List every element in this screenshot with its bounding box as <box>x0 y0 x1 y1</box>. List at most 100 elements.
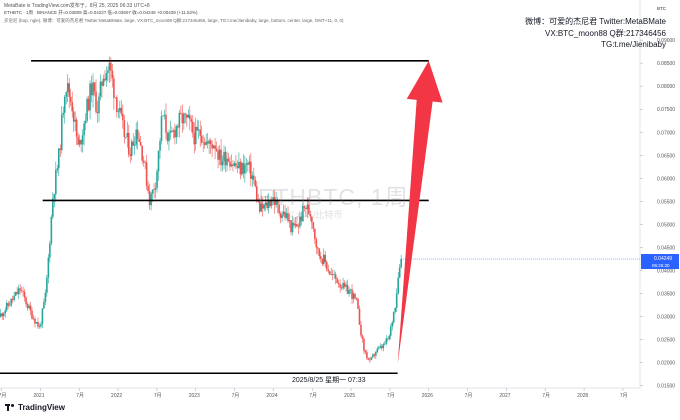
overlay-contact-weibo: 微博：可爱的杰尼君 Twitter:MetaBMate <box>525 17 666 26</box>
candle-body <box>107 70 109 74</box>
candle-body <box>52 198 54 217</box>
candle-body <box>38 326 41 327</box>
candle-body <box>86 98 88 121</box>
candle-body <box>272 197 274 201</box>
candle-body <box>25 297 27 305</box>
candle-body <box>69 96 72 102</box>
candle-body <box>104 78 106 81</box>
candle-body <box>184 113 187 115</box>
candle-body <box>122 113 124 121</box>
candle-body <box>50 216 53 244</box>
candle-body <box>1 313 4 317</box>
candle-body <box>315 239 318 248</box>
candle-body <box>130 141 133 157</box>
candle-body <box>74 119 76 122</box>
candle-body <box>60 114 63 150</box>
candle-body <box>181 113 184 124</box>
candle-body <box>381 346 383 349</box>
candle-body <box>220 149 222 166</box>
candle-body <box>378 347 380 349</box>
candle-body <box>147 185 149 192</box>
candle-body <box>47 257 50 278</box>
candle-body <box>266 202 268 208</box>
price-axis-currency-label: BTC <box>657 6 666 11</box>
candle-body <box>93 82 96 92</box>
symbol-name-watermark: 以太坊/比特币 <box>286 210 343 220</box>
candle-body <box>258 201 261 212</box>
candle-body <box>361 335 364 339</box>
candle-body <box>267 201 270 208</box>
candle-body <box>92 82 94 96</box>
candle-body <box>394 307 397 312</box>
candle-body <box>96 111 99 114</box>
candle-body <box>305 207 307 210</box>
tradingview-logo-text: TradingView <box>18 403 65 412</box>
candle-body <box>337 283 340 285</box>
candle-body <box>148 191 151 206</box>
candle-body <box>26 304 29 309</box>
candle-body <box>202 142 204 143</box>
candle-body <box>57 148 60 169</box>
y-tick-label: 0.05500 <box>657 199 675 205</box>
candle-body <box>55 170 57 195</box>
candle-body <box>392 311 395 323</box>
y-tick-label: 0.07000 <box>657 130 675 136</box>
y-tick-label: 0.06000 <box>657 176 675 182</box>
candle-body <box>279 213 282 219</box>
candle-body <box>4 310 7 314</box>
last-price-label: 0.04249 <box>654 256 672 262</box>
tradingview-logo-icon <box>5 404 15 411</box>
candle-body <box>29 305 32 311</box>
candle-body <box>322 254 325 264</box>
candle-body <box>397 277 399 294</box>
candle-body <box>223 151 225 162</box>
candle-body <box>53 194 56 199</box>
candle-body <box>124 136 127 138</box>
candle-body <box>171 130 173 132</box>
candle-body <box>297 226 300 228</box>
candle-body <box>255 186 258 201</box>
candle-body <box>278 204 280 214</box>
candle-body <box>23 291 26 298</box>
candle-body <box>239 161 242 175</box>
candle-body <box>287 213 289 222</box>
candle-body <box>343 283 346 287</box>
candle-body <box>260 203 263 212</box>
candle-body <box>238 161 240 168</box>
candle-body <box>290 220 292 233</box>
candle-body <box>180 112 182 114</box>
target-arrow <box>397 60 443 365</box>
candle-body <box>230 164 233 167</box>
candle-body <box>144 162 146 163</box>
candle-body <box>352 293 355 299</box>
candle-body <box>242 162 245 174</box>
x-tick-label: 2023 <box>189 393 200 399</box>
tradingview-logo[interactable]: TradingView <box>5 403 65 412</box>
candle-body <box>111 70 114 79</box>
candle-body <box>364 350 367 353</box>
candle-body <box>101 81 103 86</box>
candle-body <box>328 271 331 275</box>
candle-body <box>342 283 344 289</box>
x-tick-label: 7月 <box>76 393 84 399</box>
candle-body <box>71 101 73 112</box>
candle-body <box>366 352 368 359</box>
candle-body <box>388 335 391 340</box>
candle-body <box>0 313 2 317</box>
candle-body <box>334 274 337 279</box>
candle-body <box>345 284 347 287</box>
candle-body <box>398 267 401 278</box>
candle-body <box>83 123 85 136</box>
candle-body <box>22 291 24 292</box>
x-tick-label: 7月 <box>232 393 240 399</box>
candle-body <box>357 298 359 309</box>
candle-body <box>282 211 285 215</box>
candle-body <box>400 259 402 268</box>
candle-body <box>221 161 224 166</box>
candle-body <box>389 326 392 336</box>
candle-body <box>14 291 17 296</box>
candle-body <box>62 112 65 115</box>
candle-body <box>77 136 79 145</box>
